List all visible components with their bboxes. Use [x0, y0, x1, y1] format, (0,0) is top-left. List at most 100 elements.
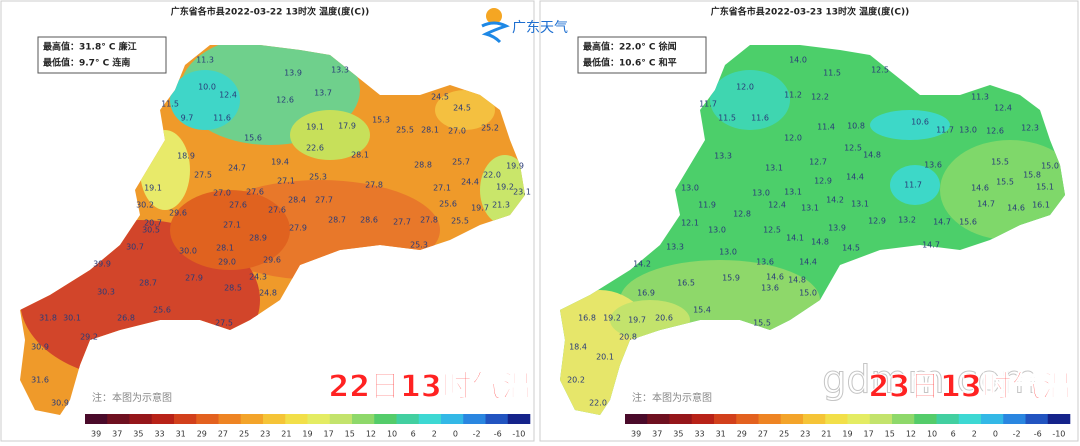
- county-temp: 13.6: [756, 258, 774, 267]
- county-temp: 20.7: [144, 219, 162, 228]
- county-temp: 13.3: [666, 243, 684, 252]
- county-temp: 12.5: [871, 66, 889, 75]
- logo: 广东天气: [481, 8, 568, 44]
- county-temp: 25.6: [153, 306, 171, 315]
- legend-swatch: [174, 414, 197, 424]
- legend-swatch: [329, 414, 353, 424]
- county-temp: 24.7: [228, 164, 246, 173]
- legend-tick: 17: [864, 430, 874, 439]
- legend-swatch: [263, 414, 286, 424]
- legend-swatch: [625, 414, 648, 424]
- county-temp: 14.6: [1007, 204, 1025, 213]
- county-temp: 15.0: [1041, 162, 1059, 171]
- legend-swatch: [107, 414, 130, 424]
- county-temp: 24.8: [259, 289, 277, 298]
- legend-tick: 0: [993, 430, 998, 439]
- county-temp: 26.8: [117, 314, 135, 323]
- county-temp: 39.9: [93, 260, 111, 269]
- legend-tick: 12: [366, 430, 376, 439]
- county-temp: 12.2: [811, 93, 829, 102]
- legend-swatch: [825, 414, 848, 424]
- county-temp: 13.2: [898, 216, 916, 225]
- legend-tick: 33: [154, 430, 164, 439]
- county-temp: 13.3: [331, 66, 349, 75]
- county-temp: 13.0: [719, 248, 737, 257]
- county-temp: 11.5: [718, 114, 736, 123]
- legend-tick: 2: [972, 430, 977, 439]
- county-temp: 30.9: [31, 343, 49, 352]
- county-temp: 13.0: [752, 189, 770, 198]
- legend-tick: 29: [197, 430, 207, 439]
- legend-swatch: [736, 414, 759, 424]
- county-temp: 12.3: [1021, 124, 1039, 133]
- legend-swatch: [847, 414, 871, 424]
- county-temp: 15.4: [693, 306, 711, 315]
- county-temp: 22.0: [483, 171, 501, 180]
- county-temp: 27.1: [277, 177, 295, 186]
- county-temp: 13.7: [314, 89, 332, 98]
- legend-swatch: [196, 414, 219, 424]
- county-temp: 15.5: [753, 319, 771, 328]
- legend-swatch: [374, 414, 397, 424]
- county-temp: 24.3: [249, 273, 267, 282]
- county-temp: 28.1: [216, 244, 234, 253]
- county-temp: 27.0: [213, 189, 231, 198]
- county-temp: 13.1: [801, 204, 819, 213]
- county-temp: 12.0: [736, 83, 754, 92]
- county-temp: 25.5: [396, 126, 414, 135]
- county-temp: 31.6: [31, 376, 49, 385]
- county-temp: 30.2: [136, 201, 154, 210]
- county-temp: 12.4: [768, 201, 786, 210]
- county-temp: 12.6: [986, 127, 1004, 136]
- county-temp: 20.6: [655, 314, 673, 323]
- legend-swatch: [418, 414, 442, 424]
- county-temp: 9.7: [181, 114, 194, 123]
- county-temp: 14.2: [633, 260, 651, 269]
- county-temp: 16.9: [637, 289, 655, 298]
- legend-swatch: [218, 414, 242, 424]
- county-temp: 17.9: [338, 122, 356, 131]
- panel-title: 广东省各市县2022-03-22 13时次 温度(度(C)): [171, 6, 369, 18]
- county-temp: 19.7: [471, 204, 489, 213]
- county-temp: 14.7: [933, 218, 951, 227]
- county-temp: 21.3: [492, 201, 510, 210]
- legend-swatch: [691, 414, 715, 424]
- county-temp: 28.6: [360, 216, 378, 225]
- county-temp: 28.1: [421, 126, 439, 135]
- watermark: gdmm.com: [822, 358, 1038, 402]
- stamp: 23日13时气温: [868, 370, 1072, 405]
- county-temp: 28.7: [328, 216, 346, 225]
- county-temp: 19.4: [271, 158, 289, 167]
- county-temp: 13.3: [714, 152, 732, 161]
- legend-swatch: [285, 414, 308, 424]
- county-temp: 22.6: [306, 144, 324, 153]
- legend-swatch: [463, 414, 486, 424]
- county-temp: 19.2: [603, 314, 621, 323]
- county-temp: 14.6: [971, 184, 989, 193]
- county-temp: 13.6: [761, 284, 779, 293]
- county-temp: 27.6: [268, 206, 286, 215]
- county-temp: 13.0: [681, 184, 699, 193]
- legend-tick: 37: [652, 430, 662, 439]
- county-temp: 11.7: [699, 100, 717, 109]
- county-temp: 15.6: [959, 218, 977, 227]
- county-temp: 11.7: [936, 126, 954, 135]
- county-temp: 27.1: [223, 221, 241, 230]
- legend-tick: -6: [1034, 430, 1042, 439]
- max-temp: 最高值：31.8° C 廉江: [43, 41, 137, 53]
- county-temp: 19.1: [306, 123, 324, 132]
- county-temp: 12.9: [868, 217, 886, 226]
- legend-tick: -6: [494, 430, 502, 439]
- county-temp: 12.6: [276, 96, 294, 105]
- legend-tick: 27: [218, 430, 228, 439]
- legend-swatch: [780, 414, 804, 424]
- county-temp: 25.7: [452, 158, 470, 167]
- county-temp: 12.0: [784, 134, 802, 143]
- legend-tick: 10: [387, 430, 397, 439]
- legend-swatch: [869, 414, 893, 424]
- panel-title: 广东省各市县2022-03-23 13时次 温度(度(C)): [711, 6, 909, 18]
- logo-text: 广东天气: [512, 20, 568, 36]
- county-temp: 14.4: [846, 173, 864, 182]
- county-temp: 13.1: [784, 188, 802, 197]
- county-temp: 28.9: [249, 234, 267, 243]
